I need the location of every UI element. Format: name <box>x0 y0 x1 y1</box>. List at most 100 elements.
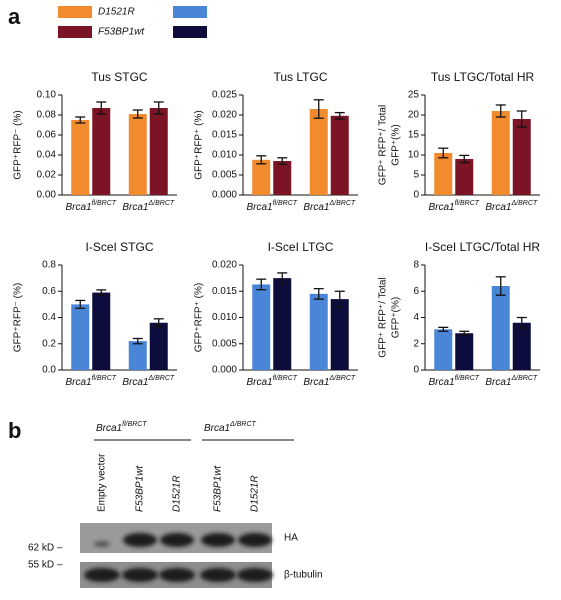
band <box>237 568 273 582</box>
y-tick-label: 0.2 <box>42 338 56 349</box>
mw-marker: 62 kD – <box>28 543 63 554</box>
y-tick-label: 25 <box>408 90 420 101</box>
y-tick-label: 5 <box>413 170 419 181</box>
bar <box>512 322 531 370</box>
y-axis-label: GFP⁺RFP⁺ (%) <box>194 283 205 352</box>
y-tick-label: 0.025 <box>212 90 237 101</box>
x-tick-label: Brca1Δ/BRCT <box>303 375 356 388</box>
lane-label: F53BP1wt <box>135 465 146 512</box>
y-tick-label: 15 <box>408 130 420 141</box>
category-allele: fl/BRCT <box>455 375 480 382</box>
mw-marker: 55 kD – <box>28 560 63 571</box>
lane-label: D1521R <box>250 475 261 512</box>
x-tick-label: Brca1fl/BRCT <box>65 375 116 388</box>
band <box>201 533 235 547</box>
panel-label: b <box>8 418 21 443</box>
y-tick-label: 2 <box>413 338 419 349</box>
lane-label: Empty vector <box>97 453 108 512</box>
category-gene: Brca1 <box>122 202 148 213</box>
band <box>123 533 157 547</box>
bar <box>455 159 474 195</box>
y-tick-label: 0.015 <box>212 286 237 297</box>
legend-swatch <box>58 6 92 18</box>
band <box>94 541 110 547</box>
y-axis-label: GFP⁺(%) <box>391 124 402 165</box>
chart-title: I-SceI STGC <box>85 240 153 254</box>
y-tick-label: 0.8 <box>42 260 56 271</box>
legend-swatch <box>173 26 207 38</box>
bar <box>273 161 292 195</box>
y-tick-label: 4 <box>413 312 419 323</box>
y-axis-label: GFP⁺(%) <box>391 297 402 338</box>
bar <box>309 293 328 370</box>
bar <box>71 120 90 195</box>
category-gene: Brca1 <box>485 202 511 213</box>
bar <box>149 108 168 195</box>
y-tick-label: 0.000 <box>212 365 237 376</box>
x-tick-label: Brca1fl/BRCT <box>246 375 297 388</box>
category-allele: fl/BRCT <box>455 200 480 207</box>
genotype-gene: Brca1 <box>204 423 230 434</box>
y-tick-label: 0.005 <box>212 170 237 181</box>
band <box>160 533 194 547</box>
bar <box>92 292 111 370</box>
y-tick-label: 10 <box>408 150 420 161</box>
category-allele: Δ/BRCT <box>328 200 355 207</box>
legend-label: D1521R <box>98 7 135 18</box>
y-axis-label: GFP⁺RFP⁻ (%) <box>13 283 24 352</box>
band <box>238 533 272 547</box>
bar <box>434 153 453 195</box>
bar <box>309 109 328 195</box>
y-tick-label: 0.000 <box>212 190 237 201</box>
bar <box>252 159 271 195</box>
x-tick-label: Brca1Δ/BRCT <box>485 200 538 213</box>
legend-swatch <box>173 6 207 18</box>
category-gene: Brca1 <box>303 202 329 213</box>
y-tick-label: 8 <box>413 260 419 271</box>
genotype-label: Brca1fl/BRCT <box>96 421 147 434</box>
bar <box>252 284 271 370</box>
category-allele: Δ/BRCT <box>147 375 174 382</box>
category-allele: fl/BRCT <box>92 200 117 207</box>
genotype-label: Brca1Δ/BRCT <box>204 421 257 434</box>
y-tick-label: 0.00 <box>37 190 57 201</box>
y-tick-label: 0.0 <box>42 365 56 376</box>
bar <box>512 119 531 195</box>
category-allele: Δ/BRCT <box>147 200 174 207</box>
category-allele: fl/BRCT <box>273 375 298 382</box>
x-tick-label: Brca1fl/BRCT <box>428 375 479 388</box>
y-tick-label: 0.015 <box>212 130 237 141</box>
chart-title: I-SceI LTGC/Total HR <box>425 240 540 254</box>
y-axis-label: GFP⁺RFP⁺ (%) <box>194 110 205 179</box>
lane-label: F53BP1wt <box>213 465 224 512</box>
x-tick-label: Brca1Δ/BRCT <box>485 375 538 388</box>
y-tick-label: 0.4 <box>42 312 56 323</box>
category-gene: Brca1 <box>122 377 148 388</box>
bar <box>491 111 510 195</box>
y-tick-label: 0.08 <box>37 110 57 121</box>
chart-title: Tus LTGC/Total HR <box>431 70 535 84</box>
category-gene: Brca1 <box>246 202 272 213</box>
y-tick-label: 0.020 <box>212 260 237 271</box>
category-gene: Brca1 <box>428 202 454 213</box>
bar <box>330 299 349 370</box>
category-allele: fl/BRCT <box>273 200 298 207</box>
y-tick-label: 0.020 <box>212 110 237 121</box>
category-gene: Brca1 <box>246 377 272 388</box>
bar <box>71 304 90 370</box>
y-axis-label: GFP⁺ RFP⁺/ Total <box>378 277 389 357</box>
band <box>84 568 120 582</box>
chart-title: Tus STGC <box>91 70 148 84</box>
category-allele: Δ/BRCT <box>510 375 537 382</box>
category-allele: fl/BRCT <box>92 375 117 382</box>
category-gene: Brca1 <box>65 377 91 388</box>
legend-label: F53BP1wt <box>98 27 145 38</box>
lane-label: D1521R <box>172 475 183 512</box>
x-tick-label: Brca1Δ/BRCT <box>303 200 356 213</box>
y-axis-label: GFP⁺RFP⁻ (%) <box>13 110 24 179</box>
bar <box>149 322 168 370</box>
category-gene: Brca1 <box>485 377 511 388</box>
x-tick-label: Brca1Δ/BRCT <box>122 200 175 213</box>
x-tick-label: Brca1fl/BRCT <box>246 200 297 213</box>
